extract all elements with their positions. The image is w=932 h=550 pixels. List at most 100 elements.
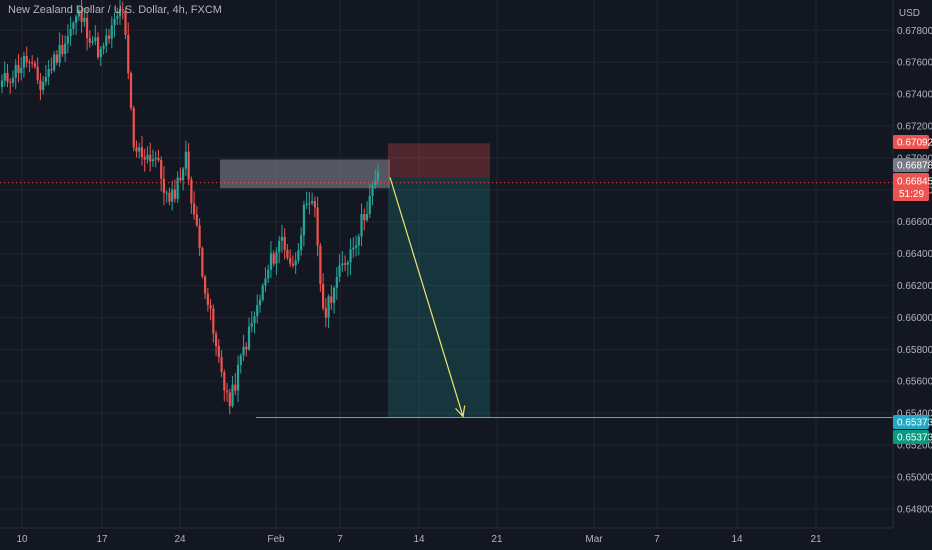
candle-body (190, 179, 193, 204)
candle-body (22, 55, 26, 68)
candle-body (368, 195, 371, 214)
candle-body (250, 323, 253, 327)
candle-body (349, 249, 352, 263)
last-price-badge (893, 173, 929, 201)
candle-body (258, 299, 262, 306)
candle-body (83, 17, 86, 22)
candle-body (55, 54, 58, 63)
drawing-overlay (0, 177, 893, 418)
time-axis[interactable]: 10 17 24 Feb 7 14 21 Mar 7 14 21 (16, 534, 822, 545)
candle-body (39, 80, 42, 91)
candle-body (360, 214, 363, 237)
candle-body (146, 154, 149, 160)
candle-body (105, 35, 108, 46)
price-tick-label: 0.66600 (897, 217, 932, 228)
candle-body (203, 276, 207, 294)
candle-body (44, 76, 48, 82)
time-tick-label: Feb (267, 534, 285, 545)
candle-body (171, 189, 174, 202)
candle-body (374, 180, 377, 186)
target-badge-a (893, 415, 929, 429)
candle-body (20, 67, 23, 73)
time-tick-label: 24 (174, 534, 186, 545)
candle-body (187, 151, 190, 180)
candle-body (300, 235, 303, 251)
candle-body (124, 10, 127, 35)
candle-body (9, 81, 12, 83)
drawing-layer (220, 143, 490, 418)
candle-body (42, 81, 45, 91)
candle-body (176, 177, 179, 199)
candle-body (121, 9, 124, 11)
candle-body (209, 305, 212, 309)
candle-body (61, 44, 64, 54)
projection-arrow-line (389, 177, 464, 417)
time-tick-label: 7 (654, 534, 660, 545)
candle-body (313, 201, 316, 208)
candle-body (335, 276, 338, 288)
candle-body (168, 192, 171, 202)
last-price-label: 0.66845 (897, 177, 932, 188)
candle-body (217, 345, 220, 358)
candle-body (179, 177, 182, 181)
price-tick-label: 0.65000 (897, 472, 932, 483)
candle-body (280, 236, 284, 241)
candle-body (324, 308, 327, 318)
time-tick-label: 14 (731, 534, 743, 545)
stop-badge-label: 0.67092 (897, 138, 932, 149)
candle-body (118, 9, 122, 17)
candle-body (14, 64, 17, 78)
time-tick-label: 21 (810, 534, 822, 545)
candle-body (330, 296, 333, 303)
candle-body (239, 355, 242, 365)
price-tick-label: 0.66000 (897, 313, 932, 324)
candle-body (50, 69, 53, 71)
candle-body (69, 28, 72, 37)
candle-body (247, 326, 251, 350)
candle-body (357, 236, 360, 246)
candle-body (332, 287, 336, 303)
candle-body (267, 269, 270, 279)
candle-body (234, 384, 237, 391)
candle-body (184, 151, 187, 169)
symbol-title[interactable]: New Zealand Dollar / U.S. Dollar, 4h, FX… (8, 4, 222, 16)
candle-body (75, 16, 78, 23)
candle-body (102, 45, 105, 49)
candle-body (165, 192, 168, 194)
candle-body (311, 201, 314, 204)
candle-body (47, 69, 50, 77)
stop-loss-zone (388, 143, 490, 178)
candles (0, 0, 380, 415)
candle-body (195, 214, 198, 226)
time-tick-label: 14 (413, 534, 425, 545)
candle-body (107, 35, 111, 39)
countdown-label: 51:29 (899, 189, 924, 200)
candle-body (201, 248, 204, 277)
candle-body (182, 168, 185, 181)
price-tick-label: 0.65400 (897, 409, 932, 420)
candle-body (343, 263, 347, 265)
candle-body (245, 346, 248, 350)
candle-body (143, 157, 146, 160)
time-tick-label: 10 (16, 534, 28, 545)
candle-body (352, 247, 355, 250)
take-profit-zone (388, 177, 490, 418)
candle-body (264, 278, 267, 286)
candle-body (365, 213, 369, 221)
candle-body (291, 263, 295, 266)
candle-body (206, 293, 209, 306)
price-tick-label: 0.65600 (897, 377, 932, 388)
target-badge-b-label: 0.65373 (897, 433, 932, 444)
candle-body (363, 214, 366, 221)
prev-price-label: 0.66878 (897, 161, 932, 172)
price-tick-label: 0.65800 (897, 345, 932, 356)
candle-body (149, 154, 152, 162)
price-badges: 0.67092 0.66878 0.66845 51:29 0.65373 0.… (893, 135, 932, 444)
candle-body (297, 250, 300, 261)
candle-body (286, 249, 289, 258)
candle-body (129, 73, 133, 108)
candle-body (110, 25, 113, 39)
supply-zone (220, 159, 390, 189)
candle-body (272, 253, 275, 264)
